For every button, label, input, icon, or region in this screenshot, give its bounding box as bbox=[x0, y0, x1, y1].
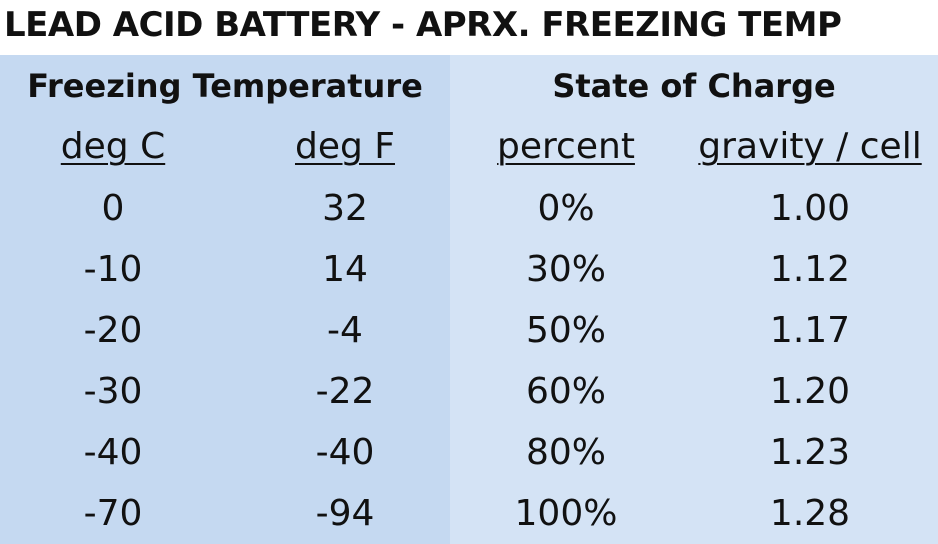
table-cell-deg-c: -70 bbox=[83, 493, 143, 534]
table-cell-gravity: 1.28 bbox=[769, 493, 851, 534]
table-cell-deg-c: 0 bbox=[101, 188, 125, 229]
table-cell-gravity: 1.12 bbox=[769, 249, 851, 290]
column-header-percent: percent bbox=[497, 126, 635, 167]
table-cell-deg-c: -20 bbox=[83, 310, 143, 351]
table-cell-deg-f: 32 bbox=[322, 188, 368, 229]
freezing-temperature-panel bbox=[0, 55, 450, 544]
table-cell-deg-f: -40 bbox=[315, 432, 375, 473]
table-cell-percent: 60% bbox=[525, 371, 606, 412]
freezing-temp-table: Freezing Temperature State of Charge deg… bbox=[0, 55, 938, 544]
table-cell-deg-f: 14 bbox=[322, 249, 368, 290]
table-cell-deg-c: -30 bbox=[83, 371, 143, 412]
table-cell-gravity: 1.23 bbox=[769, 432, 851, 473]
group-header-freezing-temperature: Freezing Temperature bbox=[27, 67, 423, 105]
table-cell-deg-f: -94 bbox=[315, 493, 375, 534]
table-cell-percent: 100% bbox=[514, 493, 618, 534]
table-cell-percent: 30% bbox=[525, 249, 606, 290]
table-cell-percent: 0% bbox=[537, 188, 595, 229]
table-cell-percent: 80% bbox=[525, 432, 606, 473]
table-cell-gravity: 1.00 bbox=[769, 188, 851, 229]
table-cell-deg-f: -22 bbox=[315, 371, 375, 412]
group-header-state-of-charge: State of Charge bbox=[552, 67, 836, 105]
page-title: LEAD ACID BATTERY - APRX. FREEZING TEMP bbox=[4, 5, 842, 45]
table-cell-percent: 50% bbox=[525, 310, 606, 351]
column-header-deg-c: deg C bbox=[60, 126, 166, 167]
table-cell-gravity: 1.17 bbox=[769, 310, 851, 351]
state-of-charge-panel bbox=[450, 55, 938, 544]
table-cell-deg-f: -4 bbox=[327, 310, 363, 351]
table-cell-gravity: 1.20 bbox=[769, 371, 851, 412]
column-header-deg-f: deg F bbox=[294, 126, 395, 167]
column-header-gravity-per-cell: gravity / cell bbox=[698, 126, 922, 167]
table-cell-deg-c: -10 bbox=[83, 249, 143, 290]
table-cell-deg-c: -40 bbox=[83, 432, 143, 473]
